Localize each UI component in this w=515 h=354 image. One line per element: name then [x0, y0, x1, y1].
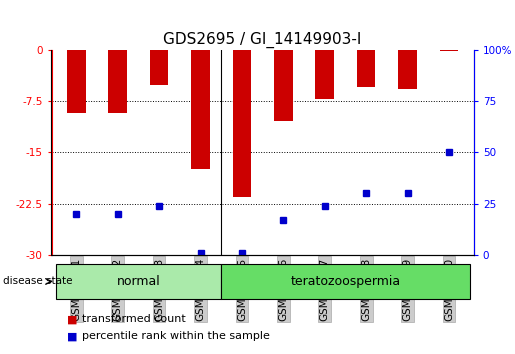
Text: disease state: disease state — [3, 276, 72, 286]
Text: ■: ■ — [67, 331, 77, 341]
Text: ■: ■ — [67, 314, 77, 324]
Bar — [357, 50, 375, 87]
Text: transformed count: transformed count — [82, 314, 186, 324]
Text: normal: normal — [116, 275, 160, 288]
Bar — [315, 50, 334, 99]
Bar — [221, 264, 470, 299]
Bar — [150, 50, 168, 85]
Bar — [233, 50, 251, 197]
Text: teratozoospermia: teratozoospermia — [290, 275, 401, 288]
Title: GDS2695 / GI_14149903-I: GDS2695 / GI_14149903-I — [163, 32, 362, 48]
Bar — [191, 50, 210, 169]
Bar — [398, 50, 417, 89]
Bar — [440, 50, 458, 51]
Text: percentile rank within the sample: percentile rank within the sample — [82, 331, 270, 341]
Bar — [67, 50, 85, 113]
Bar — [56, 264, 221, 299]
Bar — [274, 50, 293, 121]
Bar — [109, 50, 127, 113]
